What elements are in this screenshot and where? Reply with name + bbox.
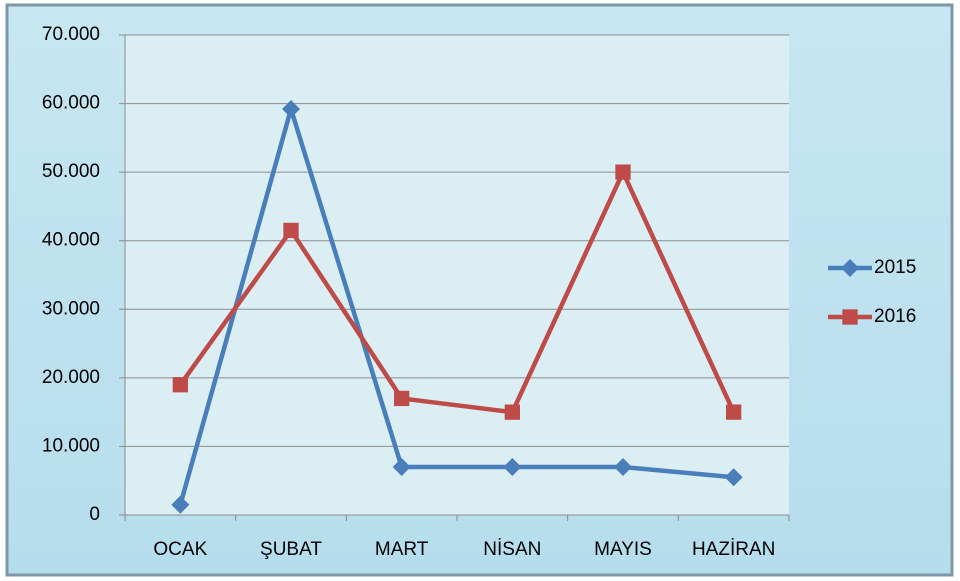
marker	[282, 100, 300, 119]
y-tick-label: 0	[89, 504, 100, 525]
marker	[724, 468, 743, 487]
legend-label: 2016	[874, 306, 916, 327]
marker	[504, 404, 520, 420]
marker	[841, 259, 859, 277]
y-tick-label: 10.000	[42, 435, 100, 456]
x-tick-label: MAYIS	[594, 539, 652, 560]
y-tick-label: 20.000	[42, 367, 100, 388]
series-line	[178, 106, 734, 506]
marker	[171, 495, 190, 514]
marker	[172, 377, 188, 393]
marker	[392, 458, 411, 476]
x-tick-label: ŞUBAT	[260, 539, 322, 560]
y-tick-label: 40.000	[42, 230, 100, 251]
x-tick-label: NİSAN	[483, 539, 541, 560]
x-tick-label: HAZİRAN	[692, 539, 775, 560]
y-tick-label: 70.000	[42, 24, 100, 45]
marker	[503, 458, 522, 476]
plot-area	[125, 35, 789, 515]
y-tick-label: 50.000	[42, 161, 100, 182]
x-tick-label: OCAK	[153, 539, 207, 560]
x-tick-label: MART	[375, 539, 429, 560]
legend-label: 2015	[874, 257, 916, 278]
marker	[394, 390, 410, 407]
marker	[614, 458, 632, 476]
series-line	[178, 169, 736, 415]
marker	[842, 309, 858, 325]
y-tick-label: 60.000	[42, 93, 100, 114]
marker	[615, 164, 631, 180]
y-tick-label: 30.000	[42, 298, 100, 319]
marker	[726, 404, 742, 420]
marker	[283, 222, 299, 239]
